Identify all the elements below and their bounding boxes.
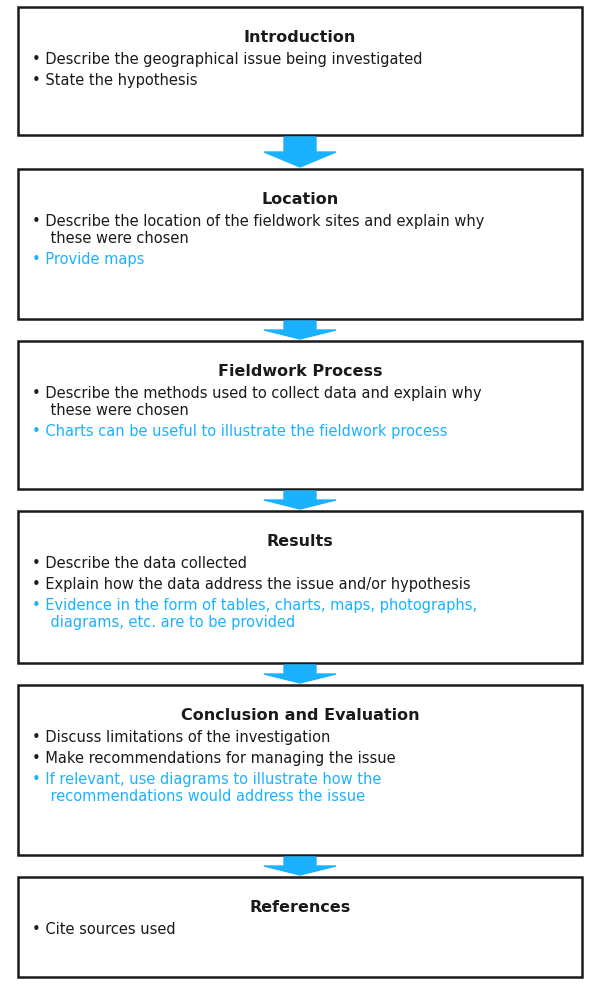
Polygon shape — [264, 491, 336, 510]
Polygon shape — [264, 857, 336, 876]
Bar — [18, 342, 582, 489]
Polygon shape — [264, 666, 336, 683]
Text: Fieldwork Process: Fieldwork Process — [218, 364, 382, 379]
Text: • Cite sources used: • Cite sources used — [32, 921, 176, 936]
Text: • If relevant, use diagrams to illustrate how the
    recommendations would addr: • If relevant, use diagrams to illustrat… — [32, 771, 382, 804]
Text: • State the hypothesis: • State the hypothesis — [32, 73, 197, 88]
Text: • Charts can be useful to illustrate the fieldwork process: • Charts can be useful to illustrate the… — [32, 424, 448, 439]
Text: References: References — [250, 899, 350, 914]
Text: • Evidence in the form of tables, charts, maps, photographs,
    diagrams, etc. : • Evidence in the form of tables, charts… — [32, 598, 477, 630]
Bar — [18, 8, 582, 136]
Bar — [18, 685, 582, 855]
Text: Introduction: Introduction — [244, 30, 356, 45]
Text: Location: Location — [262, 192, 338, 207]
Text: • Describe the data collected: • Describe the data collected — [32, 555, 247, 571]
Text: • Describe the geographical issue being investigated: • Describe the geographical issue being … — [32, 52, 422, 67]
Polygon shape — [264, 138, 336, 168]
Text: • Make recommendations for managing the issue: • Make recommendations for managing the … — [32, 750, 395, 765]
Text: • Provide maps: • Provide maps — [32, 251, 145, 267]
Bar — [18, 512, 582, 664]
Bar — [18, 170, 582, 319]
Bar — [18, 878, 582, 977]
Text: Conclusion and Evaluation: Conclusion and Evaluation — [181, 707, 419, 723]
Text: Results: Results — [266, 533, 334, 548]
Text: • Describe the methods used to collect data and explain why
    these were chose: • Describe the methods used to collect d… — [32, 386, 482, 418]
Text: • Discuss limitations of the investigation: • Discuss limitations of the investigati… — [32, 730, 331, 744]
Polygon shape — [264, 321, 336, 339]
Text: • Describe the location of the fieldwork sites and explain why
    these were ch: • Describe the location of the fieldwork… — [32, 214, 484, 246]
Text: • Explain how the data address the issue and/or hypothesis: • Explain how the data address the issue… — [32, 577, 470, 592]
